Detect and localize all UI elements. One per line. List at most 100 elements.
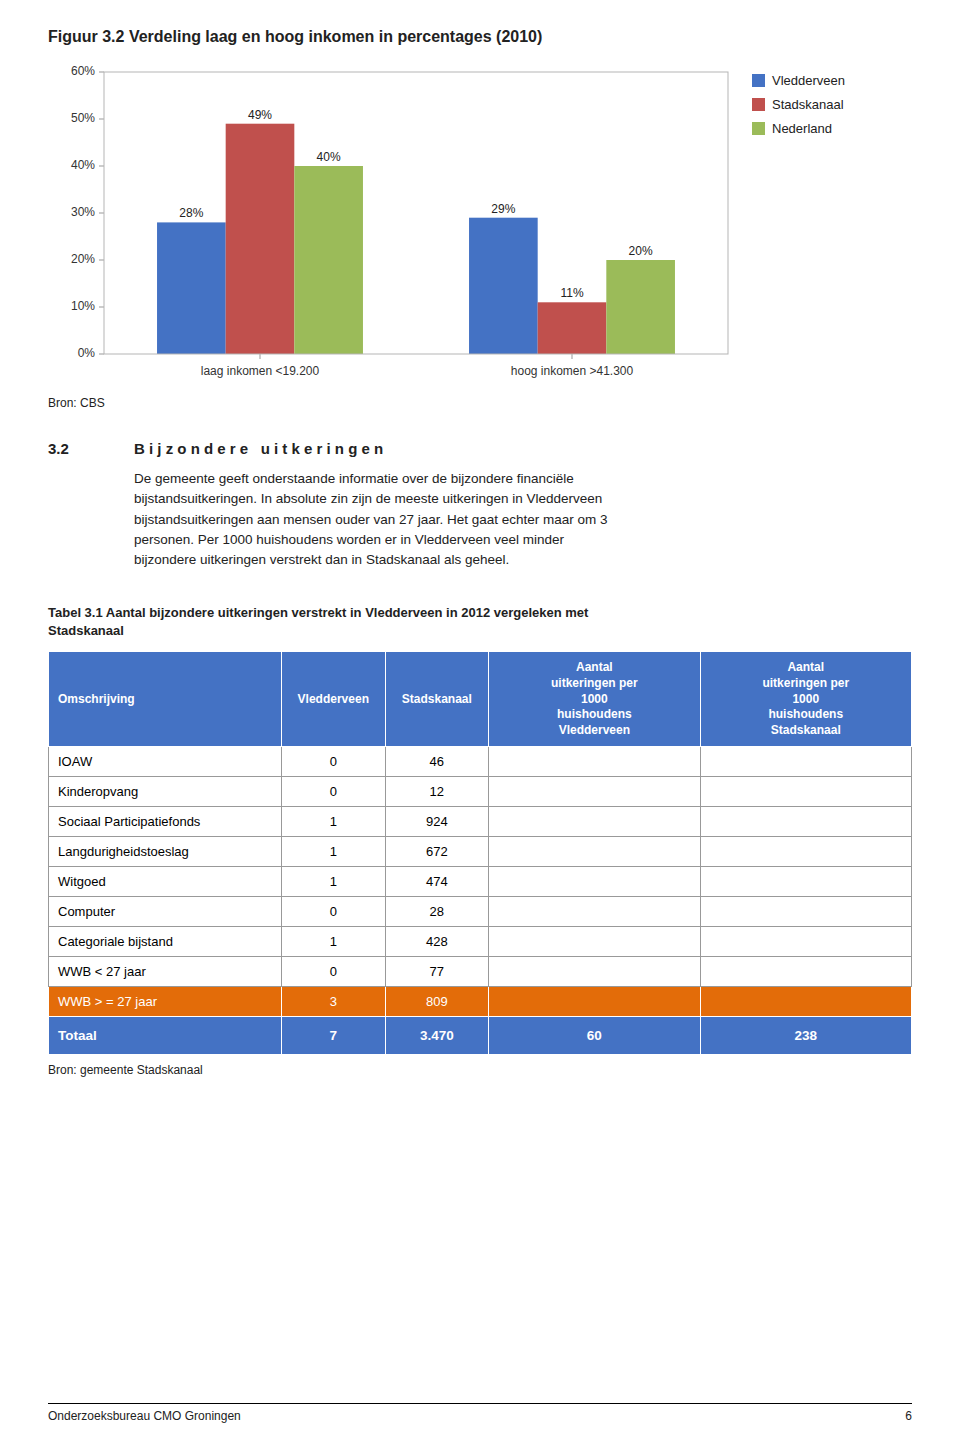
footer: Onderzoeksbureau CMO Groningen 6 — [48, 1403, 912, 1423]
table-cell: Computer — [49, 897, 282, 927]
x-tick-label: hoog inkomen >41.300 — [511, 364, 634, 378]
page: Figuur 3.2 Verdeling laag en hoog inkome… — [0, 0, 960, 1445]
table-cell: Sociaal Participatiefonds — [49, 807, 282, 837]
data-label: 28% — [179, 206, 203, 220]
table-cell — [489, 747, 700, 777]
y-tick — [99, 307, 104, 308]
chart: 0%10%20%30%40%50%60%28%49%40%29%11%20%la… — [48, 54, 912, 394]
table-header-row: OmschrijvingVledderveenStadskanaalAantal… — [49, 652, 912, 747]
table-cell: 77 — [385, 957, 489, 987]
table-cell: 3.470 — [385, 1017, 489, 1055]
data-label: 49% — [248, 108, 272, 122]
table-cell: WWB < 27 jaar — [49, 957, 282, 987]
y-tick — [99, 72, 104, 73]
table-cell: 0 — [282, 747, 386, 777]
table-cell: Totaal — [49, 1017, 282, 1055]
legend-label: Vledderveen — [772, 73, 845, 88]
table-cell: 924 — [385, 807, 489, 837]
bars — [157, 124, 675, 354]
bar — [538, 302, 607, 354]
table-cell: 1 — [282, 867, 386, 897]
table-cell: 428 — [385, 927, 489, 957]
table-cell: 7 — [282, 1017, 386, 1055]
table-cell — [700, 987, 911, 1017]
table-cell: IOAW — [49, 747, 282, 777]
legend-swatch — [752, 98, 765, 111]
table-header-cell: Aantal uitkeringen per 1000 huishoudens … — [489, 652, 700, 747]
table-cell: Witgoed — [49, 867, 282, 897]
table-row: WWB < 27 jaar077 — [49, 957, 912, 987]
y-tick — [99, 119, 104, 120]
section-number: 3.2 — [48, 440, 134, 457]
table-cell — [700, 897, 911, 927]
table-cell: 0 — [282, 777, 386, 807]
table-cell — [489, 927, 700, 957]
table-row: Sociaal Participatiefonds1924 — [49, 807, 912, 837]
bar — [226, 124, 295, 354]
table-cell: Categoriale bijstand — [49, 927, 282, 957]
table-cell: 809 — [385, 987, 489, 1017]
table-cell: 0 — [282, 957, 386, 987]
bar — [469, 218, 538, 354]
bar — [606, 260, 675, 354]
table-cell — [700, 807, 911, 837]
table-highlight-row: WWB > = 27 jaar3809 — [49, 987, 912, 1017]
table-cell: 12 — [385, 777, 489, 807]
chart-title: Figuur 3.2 Verdeling laag en hoog inkome… — [48, 28, 912, 46]
table-cell: 1 — [282, 837, 386, 867]
table-cell — [700, 867, 911, 897]
table-cell — [489, 987, 700, 1017]
data-label: 20% — [629, 244, 653, 258]
table-title: Tabel 3.1 Aantal bijzondere uitkeringen … — [48, 604, 912, 639]
bar — [157, 222, 226, 354]
legend-swatch — [752, 122, 765, 135]
table-cell: WWB > = 27 jaar — [49, 987, 282, 1017]
legend-swatch — [752, 74, 765, 87]
section-heading: 3.2B i j z o n d e r e u i t k e r i n g… — [48, 440, 912, 457]
table-header-cell: Vledderveen — [282, 652, 386, 747]
y-tick-label: 40% — [71, 158, 95, 172]
table-cell — [489, 897, 700, 927]
table-cell: Langdurigheidstoeslag — [49, 837, 282, 867]
footer-right: 6 — [905, 1409, 912, 1423]
plot-frame — [104, 72, 728, 354]
footer-left: Onderzoeksbureau CMO Groningen — [48, 1409, 241, 1423]
y-tick-label: 30% — [71, 205, 95, 219]
table-cell: Kinderopvang — [49, 777, 282, 807]
y-tick-label: 20% — [71, 252, 95, 266]
table-cell: 46 — [385, 747, 489, 777]
table-header-cell: Aantal uitkeringen per 1000 huishoudens … — [700, 652, 911, 747]
y-tick-label: 50% — [71, 111, 95, 125]
y-tick — [99, 260, 104, 261]
section-title: B i j z o n d e r e u i t k e r i n g e … — [134, 440, 383, 457]
bar — [294, 166, 363, 354]
table-cell: 28 — [385, 897, 489, 927]
data-label: 40% — [317, 150, 341, 164]
table-cell: 238 — [700, 1017, 911, 1055]
table-cell — [700, 837, 911, 867]
chart-source: Bron: CBS — [48, 396, 912, 410]
y-tick — [99, 166, 104, 167]
legend-label: Stadskanaal — [772, 97, 844, 112]
table-cell — [489, 867, 700, 897]
table-row: Kinderopvang012 — [49, 777, 912, 807]
table-cell: 672 — [385, 837, 489, 867]
y-tick-label: 0% — [78, 346, 96, 360]
table-cell — [700, 747, 911, 777]
table-source: Bron: gemeente Stadskanaal — [48, 1063, 912, 1077]
table-cell: 60 — [489, 1017, 700, 1055]
x-tick — [260, 354, 261, 359]
y-tick — [99, 213, 104, 214]
table-cell — [700, 957, 911, 987]
table-cell — [700, 777, 911, 807]
table: OmschrijvingVledderveenStadskanaalAantal… — [48, 651, 912, 1055]
data-label: 11% — [560, 286, 583, 300]
table-total-row: Totaal73.47060238 — [49, 1017, 912, 1055]
table-cell — [489, 837, 700, 867]
table-head: OmschrijvingVledderveenStadskanaalAantal… — [49, 652, 912, 747]
table-header-cell: Stadskanaal — [385, 652, 489, 747]
table-row: Langdurigheidstoeslag1672 — [49, 837, 912, 867]
page-body: {"chart_data": {"type": "bar", "title": … — [0, 0, 960, 1445]
table-row: Categoriale bijstand1428 — [49, 927, 912, 957]
table-header-cell: Omschrijving — [49, 652, 282, 747]
